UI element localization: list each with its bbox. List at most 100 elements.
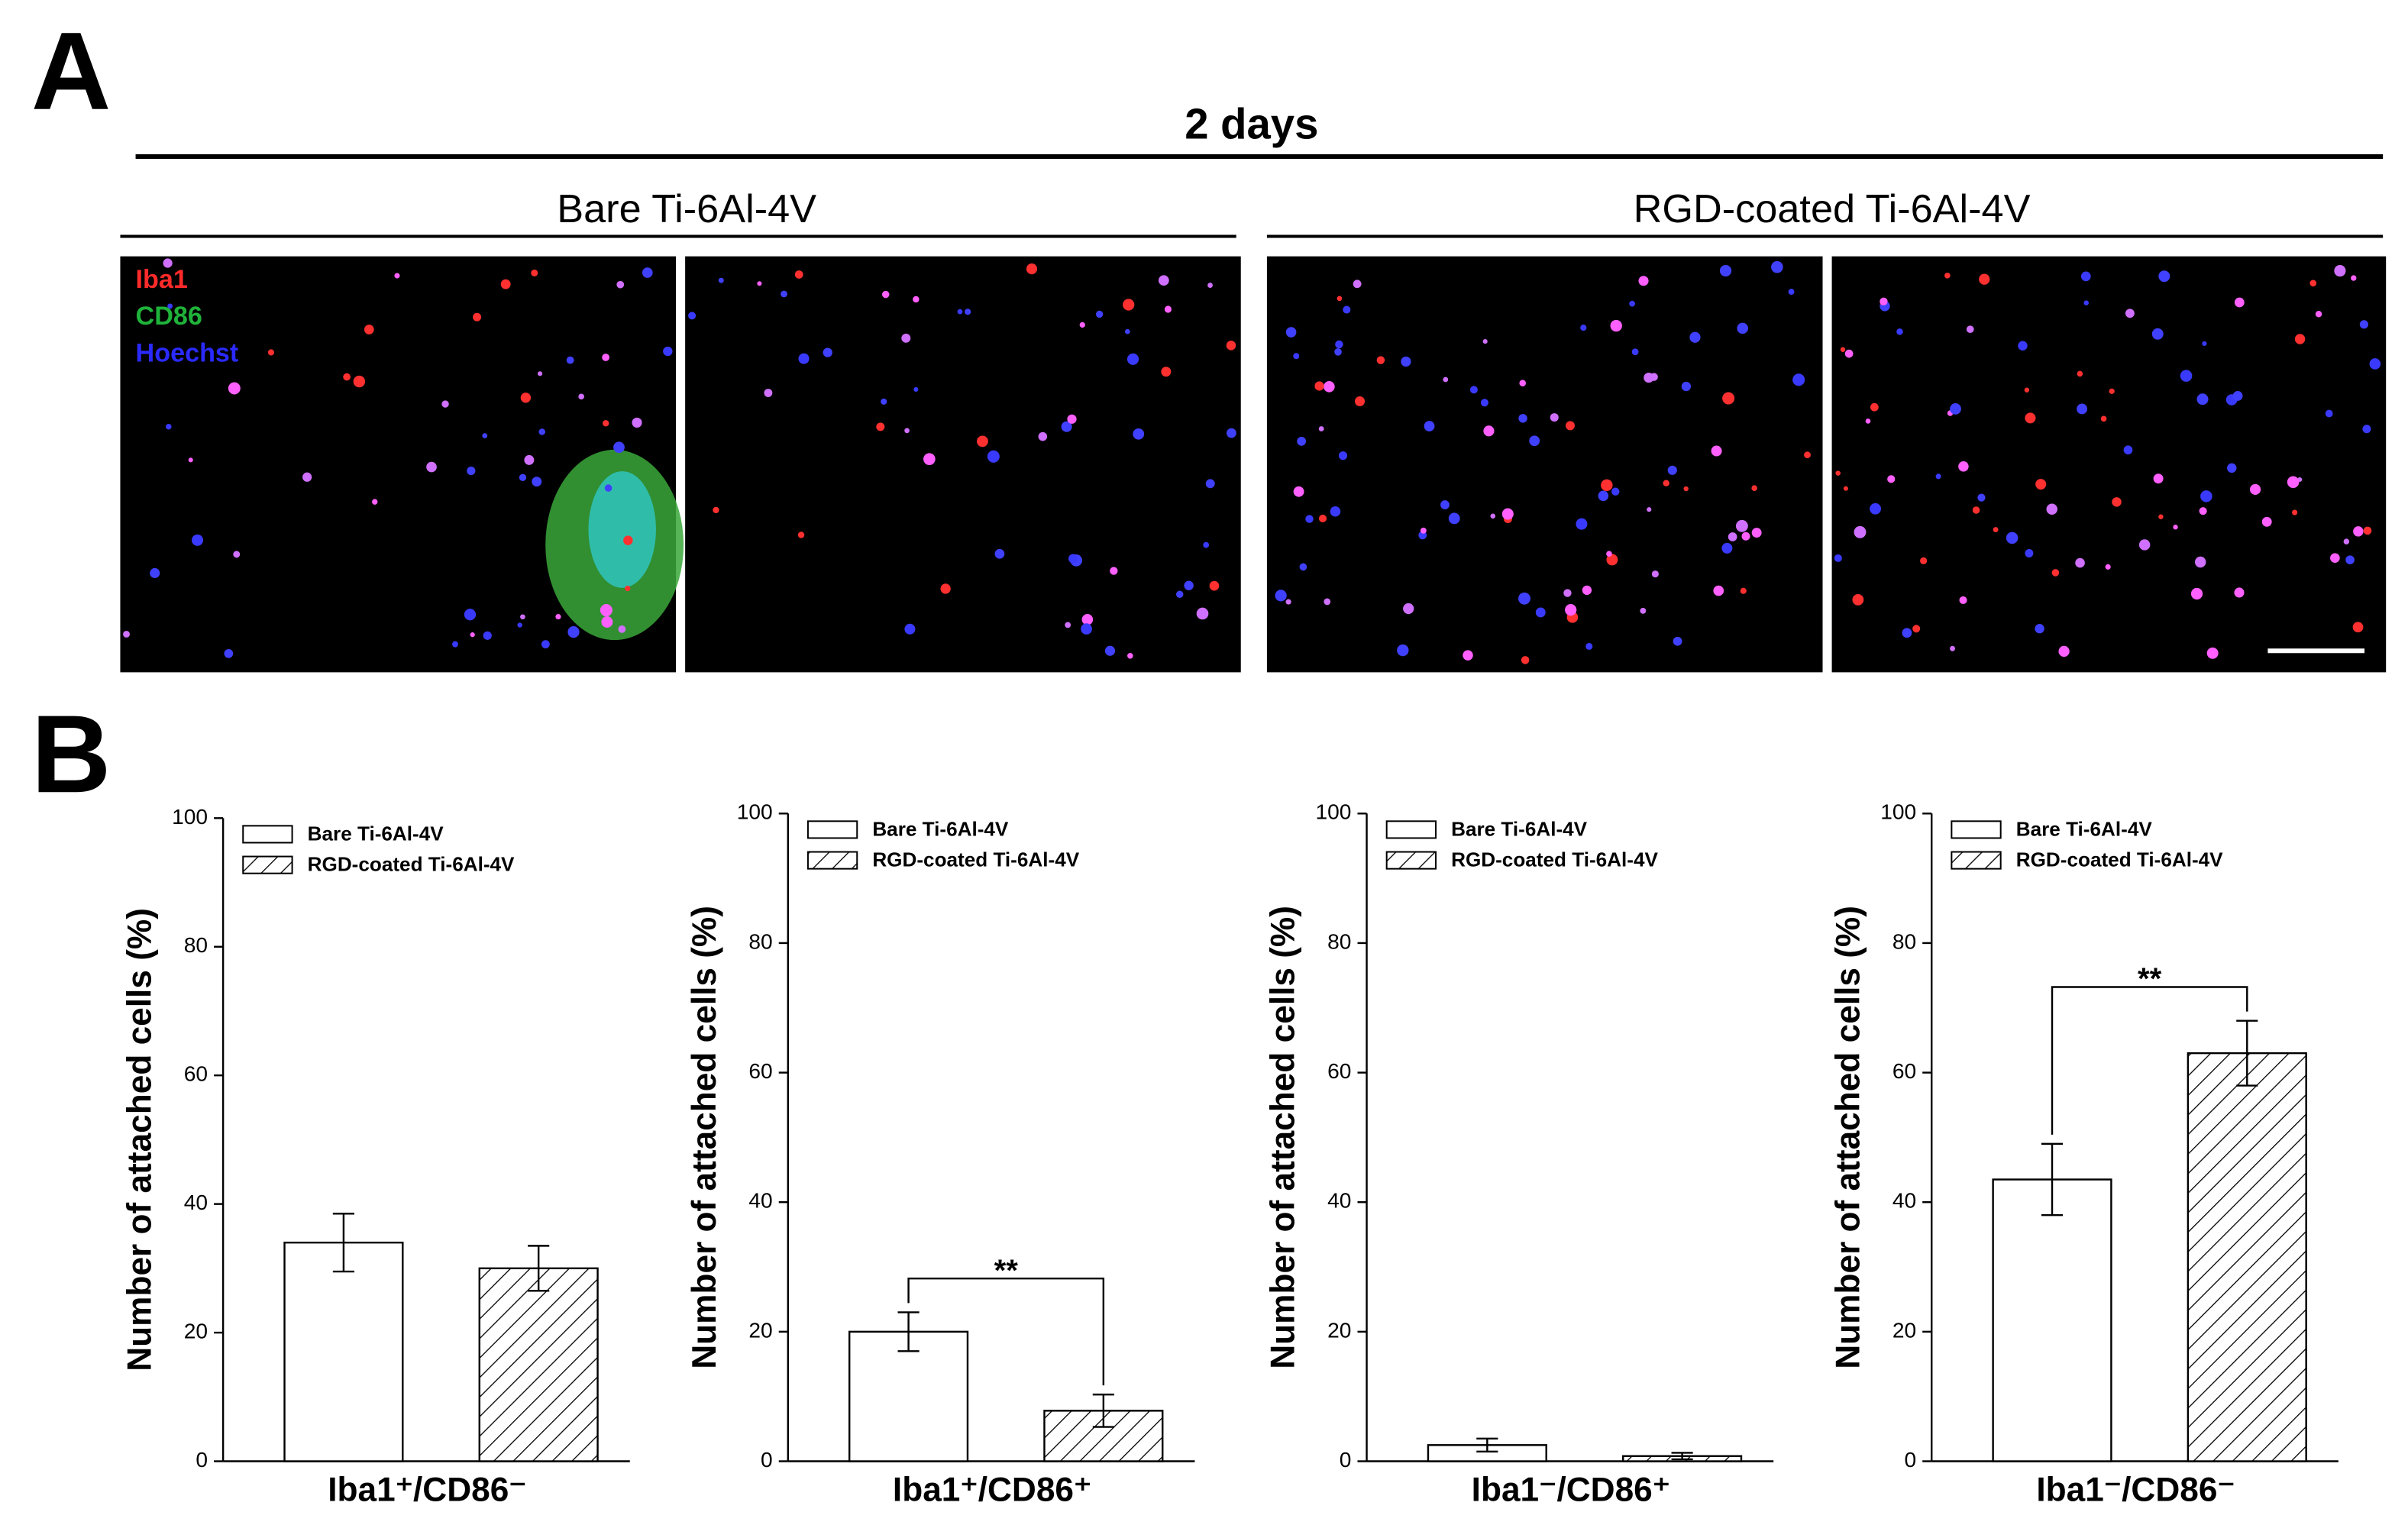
cell [1337, 296, 1343, 302]
cell [1681, 381, 1692, 392]
cell [441, 400, 449, 408]
cell [1299, 563, 1307, 571]
cell [1440, 500, 1450, 509]
cell [604, 484, 613, 492]
cell [1397, 644, 1409, 657]
cell [1950, 403, 1961, 415]
cell [1403, 603, 1414, 615]
x-axis-label: Iba1⁺/CD86⁺ [893, 1471, 1091, 1508]
cell [2051, 569, 2060, 577]
cell [1482, 339, 1488, 344]
cell [2359, 320, 2369, 329]
cell [1095, 310, 1104, 318]
cell [2343, 538, 2350, 544]
cell [823, 347, 832, 357]
cell [2294, 334, 2306, 344]
cell [426, 461, 437, 473]
cell [1448, 512, 1460, 525]
cell [1610, 319, 1622, 332]
cell [538, 428, 545, 435]
cell [642, 267, 653, 278]
cell [1133, 428, 1145, 440]
micrographs: Iba1 CD86 Hoechst [120, 256, 2387, 673]
legend-label: RGD-coated Ti-6Al-4V [1451, 848, 1658, 871]
cell [1443, 376, 1449, 383]
x-axis-label: Iba1⁻/CD86⁺ [1472, 1471, 1670, 1508]
cell [1902, 628, 1912, 638]
bar [848, 1330, 969, 1462]
group-label: Bare Ti-6Al-4V [557, 187, 816, 231]
panel-title: 2 days [1185, 100, 1318, 148]
cell [2151, 328, 2164, 340]
cell [1944, 273, 1951, 279]
cell [473, 312, 482, 321]
cell [2353, 526, 2364, 537]
cell [1950, 645, 1956, 651]
cell [1354, 396, 1366, 407]
cell [1958, 461, 1969, 472]
cell [1959, 596, 1967, 604]
y-tick-label: 20 [184, 1320, 208, 1343]
legend-swatch [806, 851, 858, 870]
cell [1792, 373, 1805, 386]
cell [1582, 585, 1592, 596]
significance-label: ** [2138, 961, 2162, 996]
cell [1870, 402, 1879, 412]
cell [1226, 341, 1236, 351]
cell [532, 477, 542, 487]
cell [1338, 451, 1348, 460]
cell [1751, 485, 1757, 492]
cell [1324, 598, 1331, 606]
cell [2292, 509, 2298, 515]
cell [1689, 331, 1701, 343]
cell [764, 389, 773, 397]
cell [1966, 325, 1974, 334]
cell [1721, 542, 1733, 554]
cell [1285, 327, 1297, 338]
cell [2035, 479, 2047, 490]
y-tick-label: 0 [1904, 1448, 1916, 1472]
y-tick-label: 40 [748, 1189, 772, 1213]
cell [2035, 624, 2044, 634]
bar [283, 1241, 404, 1462]
legend-swatch [242, 855, 293, 874]
cell [1601, 479, 1613, 492]
channel-label: Hoechst [136, 338, 239, 367]
legend-swatch [1385, 851, 1437, 870]
cell [965, 309, 971, 315]
cell [1565, 421, 1575, 431]
cell [1535, 607, 1546, 618]
cell [904, 623, 916, 635]
cell [2173, 525, 2178, 530]
y-tick-label: 60 [184, 1062, 208, 1086]
cell [2287, 476, 2300, 488]
cell [578, 393, 584, 400]
cell [1420, 527, 1427, 534]
cell [1788, 289, 1795, 296]
cell [1205, 479, 1215, 489]
cell [2362, 425, 2371, 434]
cell [1401, 356, 1411, 367]
cell [1651, 570, 1659, 578]
cell [1480, 399, 1488, 407]
cell [2123, 445, 2133, 455]
cell [520, 614, 525, 620]
cell [1293, 353, 1300, 360]
cell [1285, 599, 1291, 605]
cell [1318, 426, 1324, 431]
cell [2351, 275, 2357, 281]
cell [537, 371, 543, 376]
cell [781, 290, 787, 298]
cell [602, 354, 610, 361]
significance-bracket [907, 1277, 1105, 1386]
cell [1737, 322, 1748, 334]
cell [1713, 585, 1724, 596]
y-axis-label: Number of attached cells (%) [121, 908, 158, 1372]
cell [2227, 463, 2237, 473]
y-tick-label: 0 [196, 1448, 208, 1472]
cell [1314, 381, 1324, 391]
cell [1834, 554, 1842, 562]
cell [302, 472, 312, 482]
micrograph [1831, 256, 2387, 673]
y-tick-label: 0 [1340, 1448, 1352, 1472]
